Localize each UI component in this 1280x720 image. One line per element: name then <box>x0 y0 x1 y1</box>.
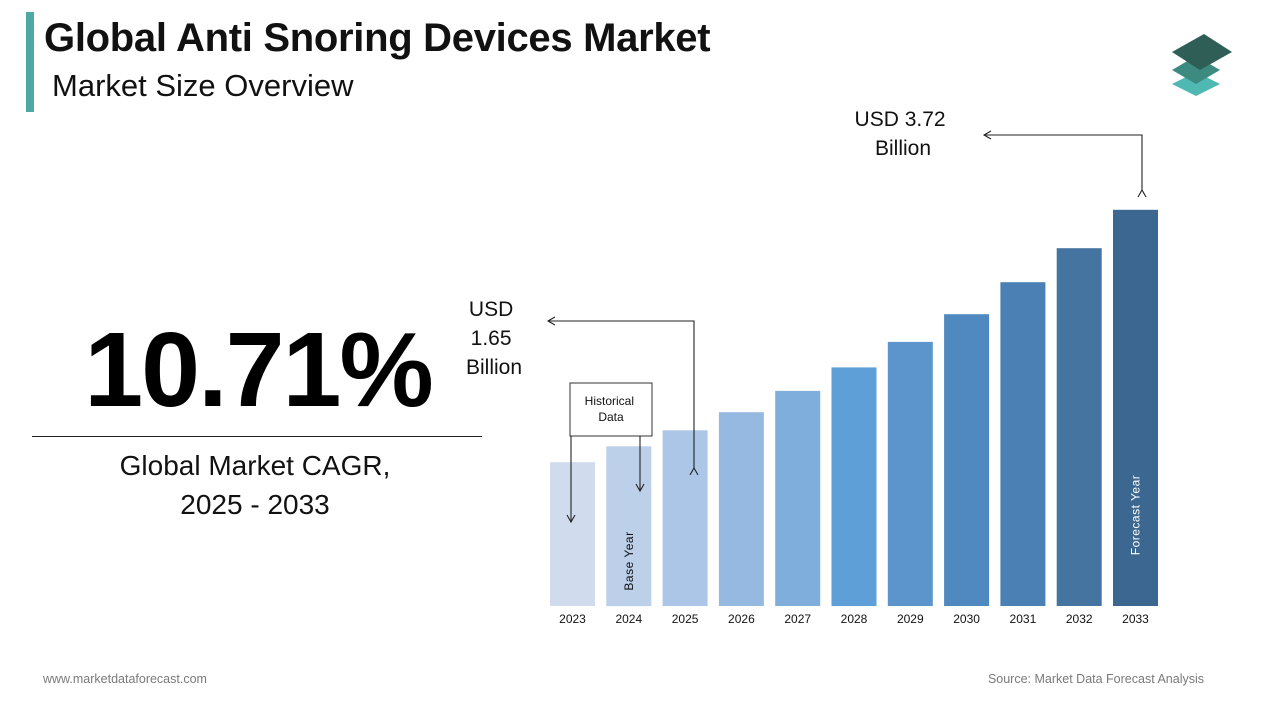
end-value-line-2: Billion <box>875 137 931 160</box>
tick-label-2026: 2026 <box>728 612 755 626</box>
start-value-arrow <box>546 316 699 476</box>
tick-label-2027: 2027 <box>784 612 811 626</box>
end-value-line-1: USD 3.72 <box>855 108 946 131</box>
end-value-arrow <box>982 130 1147 198</box>
start-value-line-1: USD <box>469 298 513 321</box>
bar-2026 <box>718 412 764 606</box>
bar-2027 <box>775 390 821 606</box>
bars-group: Base Year Forecast Year <box>550 209 1158 607</box>
bar-2023 <box>550 462 595 606</box>
start-value-line-2: 1.65 <box>471 327 512 350</box>
forecast-year-label: Forecast Year <box>1129 475 1143 556</box>
historical-line-1: Historical <box>585 394 634 408</box>
tick-label-2030: 2030 <box>953 612 980 626</box>
bar-2030 <box>944 314 990 606</box>
tick-label-2028: 2028 <box>841 612 868 626</box>
bar-2028 <box>831 367 877 606</box>
logo-layer-top <box>1172 34 1232 70</box>
bar-2025 <box>662 430 708 606</box>
cagr-label: Global Market CAGR, 2025 - 2033 <box>119 450 391 520</box>
title-accent-bar <box>26 12 34 112</box>
tick-label-2023: 2023 <box>559 612 586 626</box>
base-year-label: Base Year <box>622 531 636 590</box>
historical-data-label: Historical Data <box>585 394 638 424</box>
page-subtitle: Market Size Overview <box>52 68 354 103</box>
tick-label-2031: 2031 <box>1010 612 1037 626</box>
start-value-line-3: Billion <box>466 356 522 379</box>
tick-label-2025: 2025 <box>672 612 699 626</box>
historical-data-box <box>569 382 653 437</box>
tick-label-2024: 2024 <box>615 612 642 626</box>
footer-website: www.marketdataforecast.com <box>43 672 207 686</box>
start-value-label: USD 1.65 Billion <box>466 298 522 379</box>
historical-line-2: Data <box>598 410 624 424</box>
end-value-label: USD 3.72 Billion <box>855 108 952 160</box>
x-axis-ticks: 2023 2024 2025 2026 2027 2028 2029 2030 2031 2032… <box>559 612 1149 626</box>
bar-2031 <box>1000 282 1046 606</box>
cagr-value: 10.71% <box>84 311 434 429</box>
bar-2032 <box>1056 248 1102 606</box>
bar-2033 <box>1113 209 1158 607</box>
cagr-divider <box>32 436 482 437</box>
page-title: Global Anti Snoring Devices Market <box>44 16 711 60</box>
stacked-layers-logo-icon <box>1172 34 1232 96</box>
tick-label-2032: 2032 <box>1066 612 1093 626</box>
bar-2029 <box>887 341 933 606</box>
tick-label-2029: 2029 <box>897 612 924 626</box>
footer-source: Source: Market Data Forecast Analysis <box>987 672 1204 686</box>
tick-label-2033: 2033 <box>1122 612 1149 626</box>
